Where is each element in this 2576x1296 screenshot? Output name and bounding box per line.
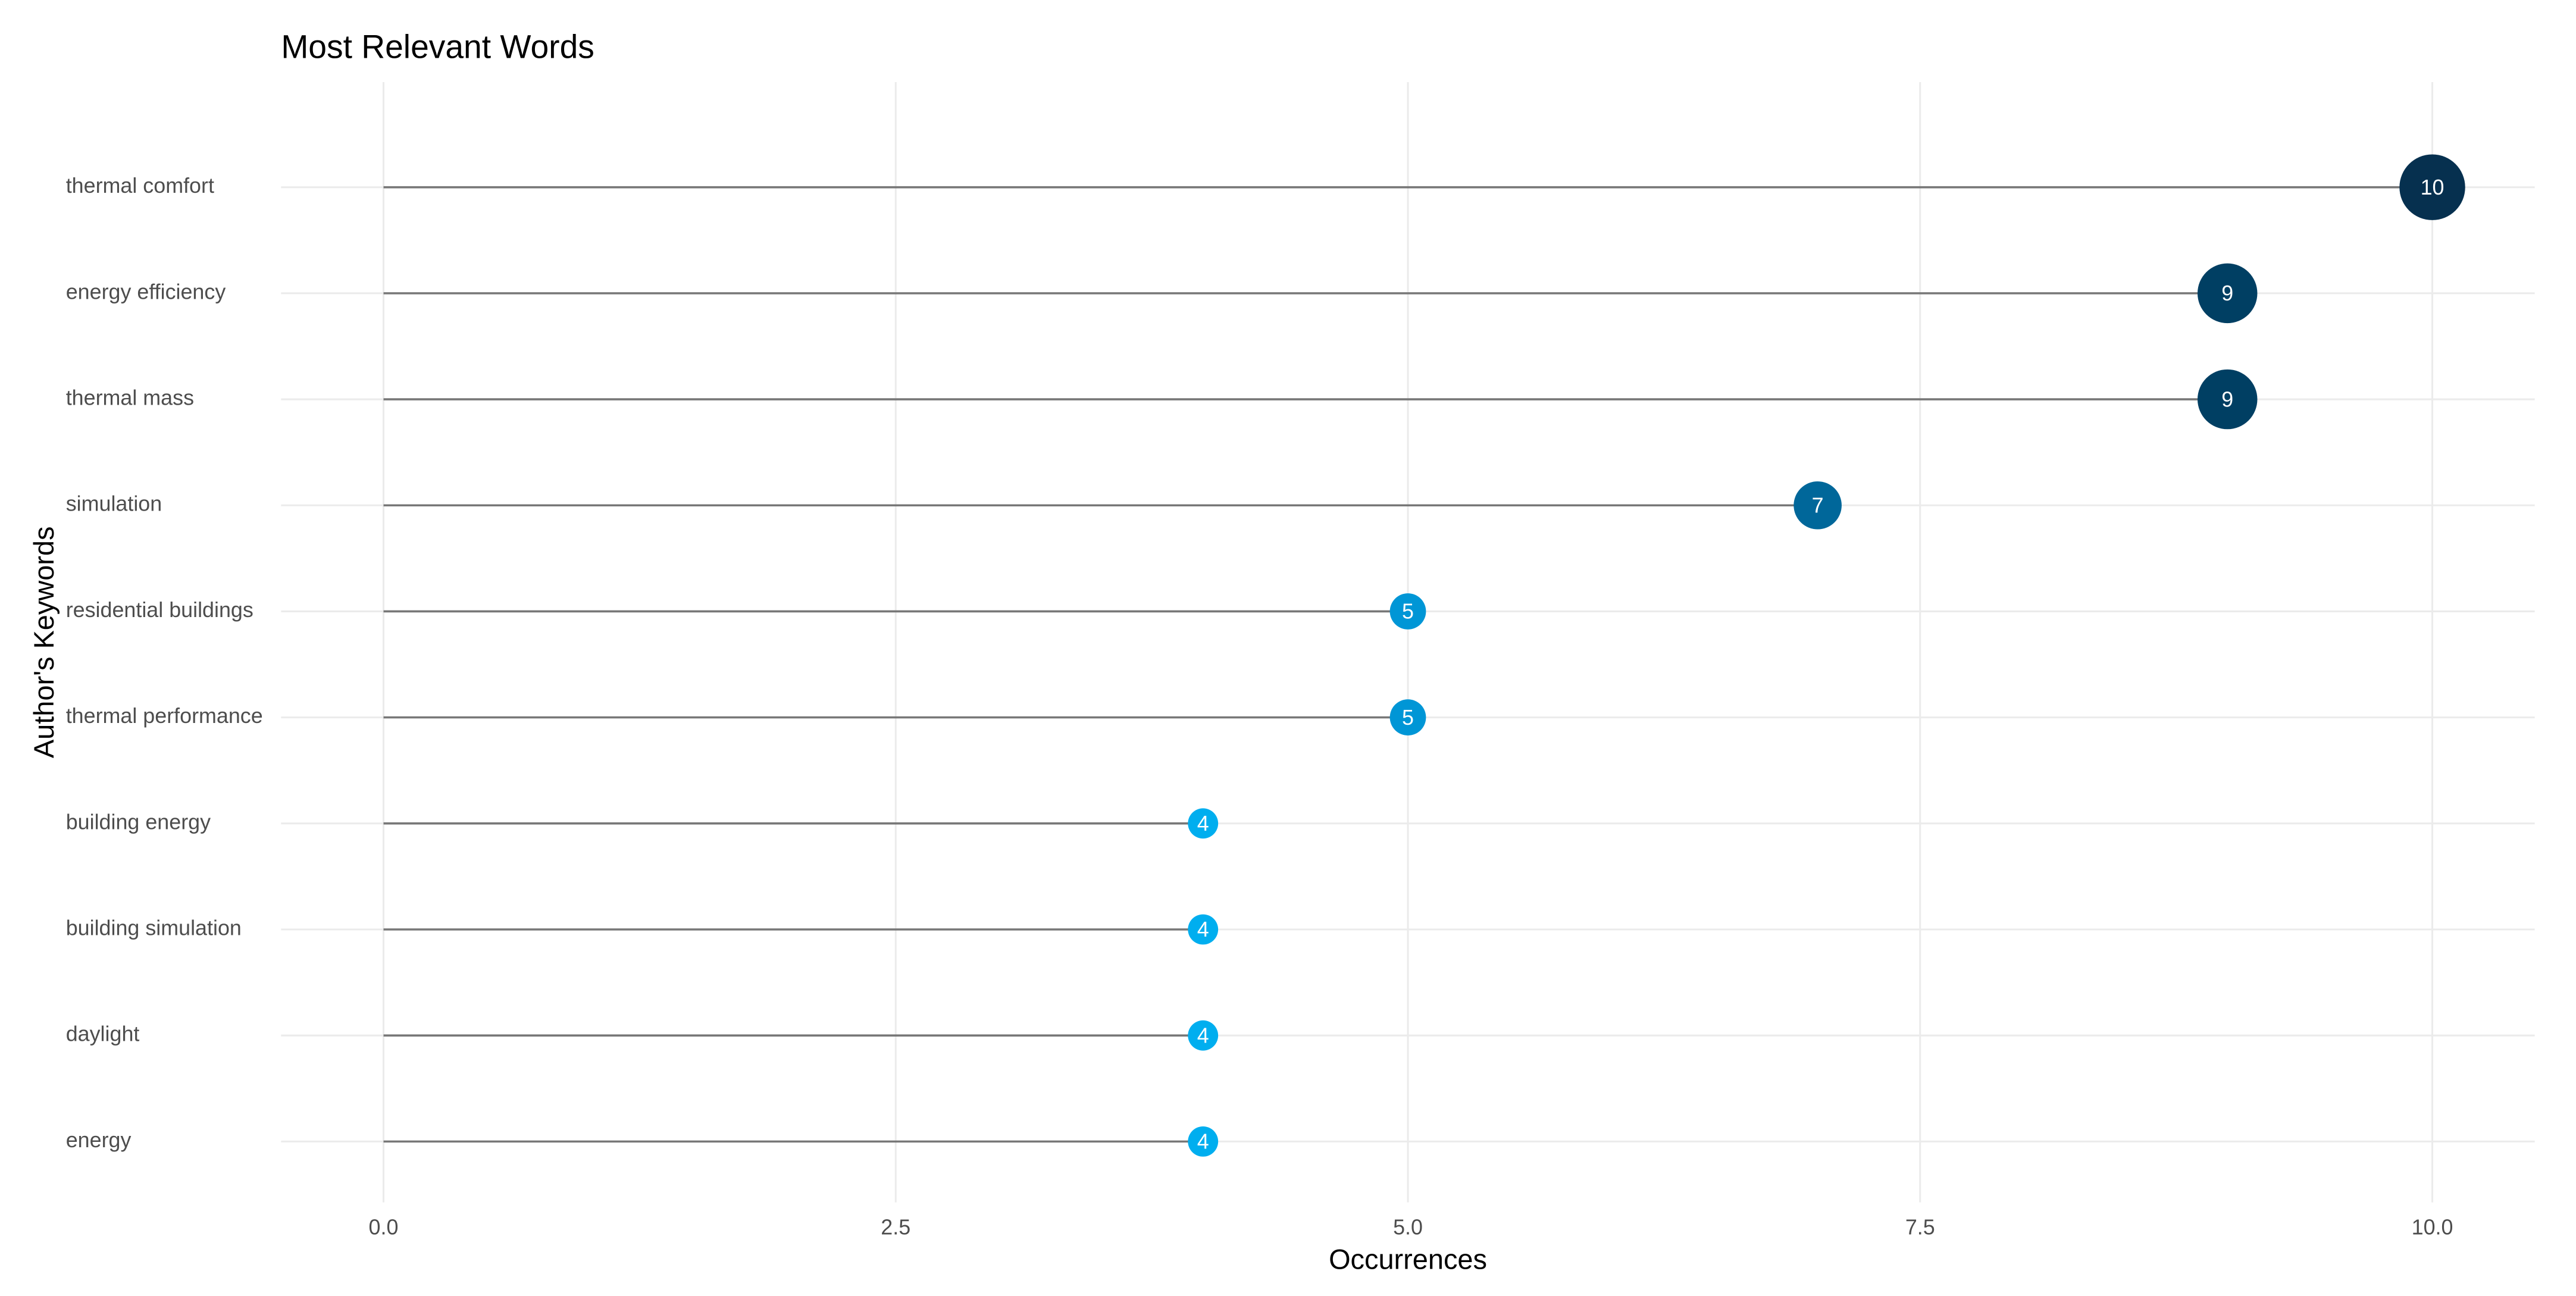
y-tick-label: residential buildings	[66, 598, 253, 622]
x-tick-label: 0.0	[369, 1215, 399, 1239]
y-tick-label: thermal performance	[66, 704, 263, 728]
value-label: 4	[1197, 1130, 1209, 1154]
value-label: 4	[1197, 918, 1209, 941]
x-tick-label: 5.0	[1393, 1215, 1423, 1239]
value-label: 4	[1197, 1023, 1209, 1047]
value-label: 9	[2221, 387, 2233, 411]
point	[2197, 369, 2258, 430]
value-label: 4	[1197, 812, 1209, 835]
y-axis-title: Author's Keywords	[29, 527, 60, 759]
y-tick-label: simulation	[66, 492, 162, 516]
x-tick-label: 7.5	[1905, 1215, 1935, 1239]
point	[1188, 914, 1219, 945]
y-tick-label: energy	[66, 1128, 132, 1152]
y-tick-label: energy efficiency	[66, 280, 226, 303]
point	[1794, 481, 1842, 530]
y-tick-label: thermal mass	[66, 386, 194, 410]
value-label: 7	[1812, 493, 1824, 517]
value-label: 10	[2421, 176, 2444, 199]
point	[2197, 263, 2258, 324]
value-label: 9	[2221, 281, 2233, 305]
value-label: 5	[1402, 600, 1414, 624]
y-tick-label: building simulation	[66, 916, 242, 940]
y-tick-label: building energy	[66, 810, 211, 834]
point	[1188, 1020, 1219, 1051]
y-tick-label: daylight	[66, 1022, 140, 1046]
point	[1188, 808, 1219, 839]
x-tick-label: 10.0	[2412, 1215, 2453, 1239]
point	[1389, 593, 1426, 630]
x-tick-label: 2.5	[881, 1215, 910, 1239]
x-axis-title: Occurrences	[1329, 1244, 1487, 1275]
point	[1389, 699, 1426, 735]
point	[2399, 154, 2465, 220]
y-tick-label: thermal comfort	[66, 174, 214, 198]
chart-title: Most Relevant Words	[281, 28, 594, 65]
point	[1188, 1126, 1219, 1157]
value-label: 5	[1402, 706, 1414, 730]
